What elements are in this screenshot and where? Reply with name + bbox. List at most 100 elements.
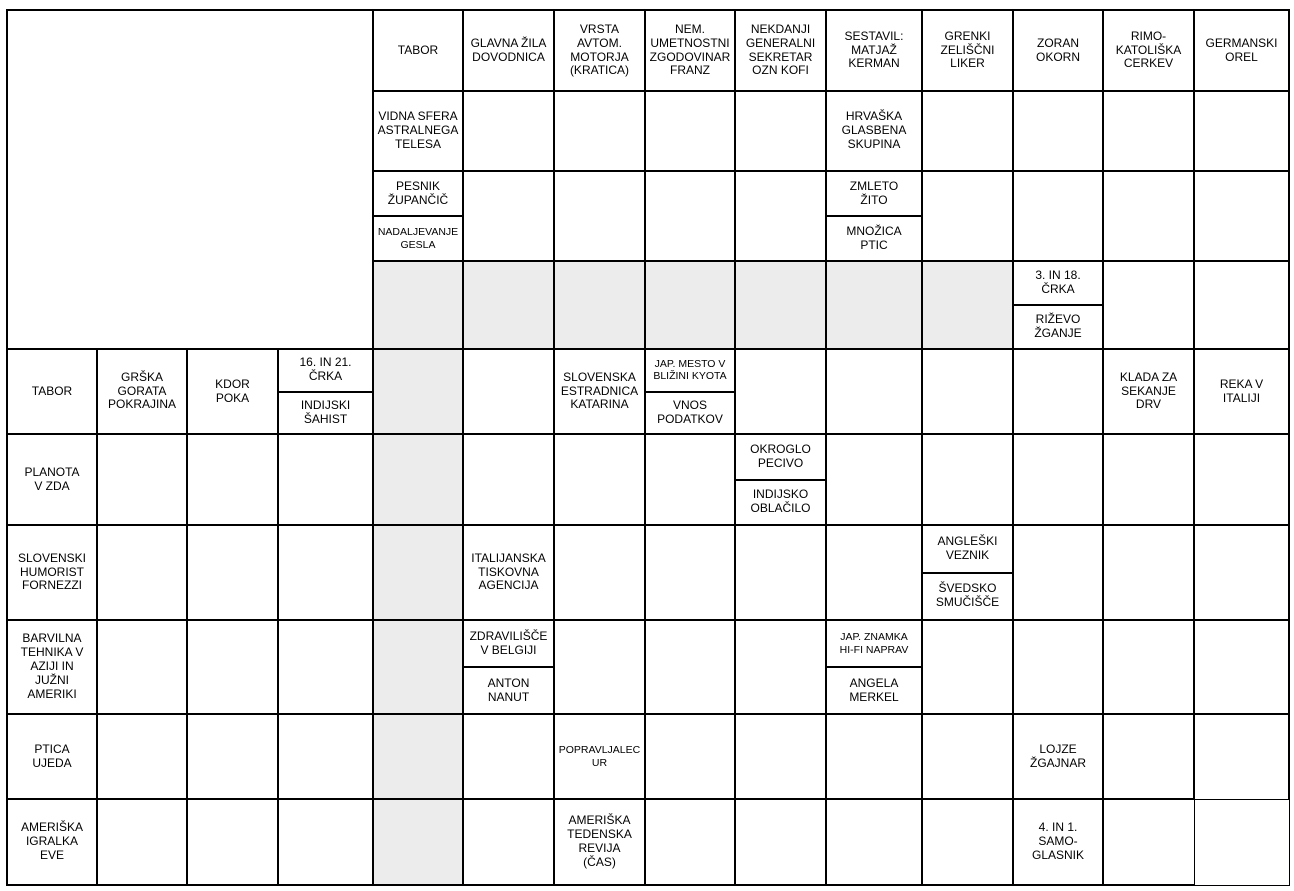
answer-cell[interactable] — [923, 800, 1014, 886]
answer-cell[interactable] — [923, 172, 1014, 262]
solution-answer-cell[interactable] — [555, 262, 646, 350]
answer-cell[interactable] — [736, 350, 827, 435]
clue-cell: KDOR POKA — [188, 350, 279, 435]
answer-cell[interactable] — [464, 350, 555, 435]
answer-cell[interactable] — [1014, 621, 1104, 715]
answer-cell[interactable] — [464, 715, 555, 800]
answer-cell[interactable] — [98, 435, 188, 526]
answer-cell[interactable] — [1014, 526, 1104, 621]
answer-cell[interactable] — [279, 435, 374, 526]
answer-cell[interactable] — [464, 172, 555, 262]
solution-answer-cell[interactable] — [646, 262, 736, 350]
answer-cell[interactable] — [188, 715, 279, 800]
answer-cell[interactable] — [188, 526, 279, 621]
answer-cell[interactable] — [646, 92, 736, 172]
answer-cell[interactable] — [736, 800, 827, 886]
answer-cell[interactable] — [1104, 715, 1195, 800]
answer-cell[interactable] — [646, 172, 736, 262]
answer-cell[interactable] — [827, 715, 923, 800]
answer-cell[interactable] — [1195, 172, 1290, 262]
answer-cell[interactable] — [1104, 172, 1195, 262]
answer-cell[interactable] — [923, 715, 1014, 800]
answer-cell[interactable] — [1195, 435, 1290, 526]
clue-cell-stacked: JAP. MESTO V BLIŽINI KYOTA VNOS PODATKOV — [646, 350, 736, 435]
answer-cell[interactable] — [1104, 621, 1195, 715]
answer-cell[interactable] — [464, 92, 555, 172]
answer-cell[interactable] — [1014, 435, 1104, 526]
answer-cell[interactable] — [188, 800, 279, 886]
answer-cell[interactable] — [555, 435, 646, 526]
answer-cell[interactable] — [1014, 92, 1104, 172]
solution-answer-cell[interactable] — [374, 262, 464, 350]
answer-cell[interactable] — [1195, 526, 1290, 621]
answer-cell[interactable] — [646, 800, 736, 886]
answer-cell[interactable] — [188, 435, 279, 526]
solution-answer-cell[interactable] — [374, 800, 464, 886]
clue-cell: VIDNA SFERA ASTRALNEGA TELESA — [374, 92, 464, 172]
clue-cell-stacked: PESNIK ŽUPANČIČ NADALJEVANJE GESLA — [374, 172, 464, 262]
answer-cell[interactable] — [98, 621, 188, 715]
answer-cell[interactable] — [646, 526, 736, 621]
answer-cell[interactable] — [1014, 350, 1104, 435]
answer-cell[interactable] — [923, 92, 1014, 172]
answer-cell[interactable] — [827, 435, 923, 526]
solution-answer-cell[interactable] — [374, 621, 464, 715]
answer-cell[interactable] — [1104, 262, 1195, 350]
answer-cell[interactable] — [1104, 435, 1195, 526]
answer-cell[interactable] — [279, 800, 374, 886]
answer-cell[interactable] — [827, 526, 923, 621]
clue-top: ZMLETO ŽITO — [827, 172, 921, 217]
answer-cell[interactable] — [736, 526, 827, 621]
answer-cell[interactable] — [98, 800, 188, 886]
answer-cell[interactable] — [98, 526, 188, 621]
answer-cell[interactable] — [1104, 92, 1195, 172]
solution-answer-cell[interactable] — [374, 526, 464, 621]
answer-cell[interactable] — [555, 621, 646, 715]
solution-answer-cell[interactable] — [374, 715, 464, 800]
answer-cell[interactable] — [736, 172, 827, 262]
answer-cell[interactable] — [646, 435, 736, 526]
answer-cell[interactable] — [923, 350, 1014, 435]
solution-answer-cell[interactable] — [736, 262, 827, 350]
clue-cell: LOJZE ŽGAJNAR — [1014, 715, 1104, 800]
answer-cell[interactable] — [923, 621, 1014, 715]
answer-cell[interactable] — [736, 92, 827, 172]
answer-cell[interactable] — [736, 621, 827, 715]
answer-cell[interactable] — [1104, 526, 1195, 621]
clue-cell: KLADA ZA SEKANJE DRV — [1104, 350, 1195, 435]
solution-answer-cell[interactable] — [827, 262, 923, 350]
answer-cell[interactable] — [923, 435, 1014, 526]
clue-bottom: NADALJEVANJE GESLA — [377, 226, 459, 251]
clue-cell-stacked: ANGLEŠKI VEZNIK ŠVEDSKO SMUČIŠČE — [923, 526, 1014, 621]
answer-cell[interactable] — [464, 800, 555, 886]
answer-cell[interactable] — [646, 715, 736, 800]
answer-cell[interactable] — [464, 435, 555, 526]
solution-answer-cell[interactable] — [374, 350, 464, 435]
clue-cell: ITALIJANSKA TISKOVNA AGENCIJA — [464, 526, 555, 621]
answer-cell[interactable] — [1195, 92, 1290, 172]
answer-cell[interactable] — [1104, 800, 1195, 886]
answer-cell[interactable] — [279, 715, 374, 800]
answer-cell[interactable] — [279, 526, 374, 621]
solution-answer-cell[interactable] — [374, 435, 464, 526]
answer-cell[interactable] — [1014, 172, 1104, 262]
answer-cell[interactable] — [555, 526, 646, 621]
answer-cell[interactable] — [555, 172, 646, 262]
answer-cell[interactable] — [736, 715, 827, 800]
answer-cell[interactable] — [827, 350, 923, 435]
clue-cell: SESTAVIL: MATJAŽ KERMAN — [827, 11, 923, 92]
answer-cell[interactable] — [555, 92, 646, 172]
answer-cell[interactable] — [1195, 262, 1290, 350]
answer-cell[interactable] — [188, 621, 279, 715]
answer-cell[interactable] — [1195, 621, 1290, 715]
clue-top: JAP. MESTO V BLIŽINI KYOTA — [646, 350, 734, 393]
answer-cell[interactable] — [1195, 715, 1290, 800]
solution-answer-cell[interactable] — [464, 262, 555, 350]
solution-answer-cell[interactable] — [923, 262, 1014, 350]
answer-cell[interactable] — [646, 621, 736, 715]
answer-cell[interactable] — [98, 715, 188, 800]
answer-cell[interactable] — [279, 621, 374, 715]
clue-cell: TABOR — [374, 11, 464, 92]
answer-cell[interactable] — [827, 800, 923, 886]
clue-cell: GLAVNA ŽILA DOVODNICA — [464, 11, 555, 92]
